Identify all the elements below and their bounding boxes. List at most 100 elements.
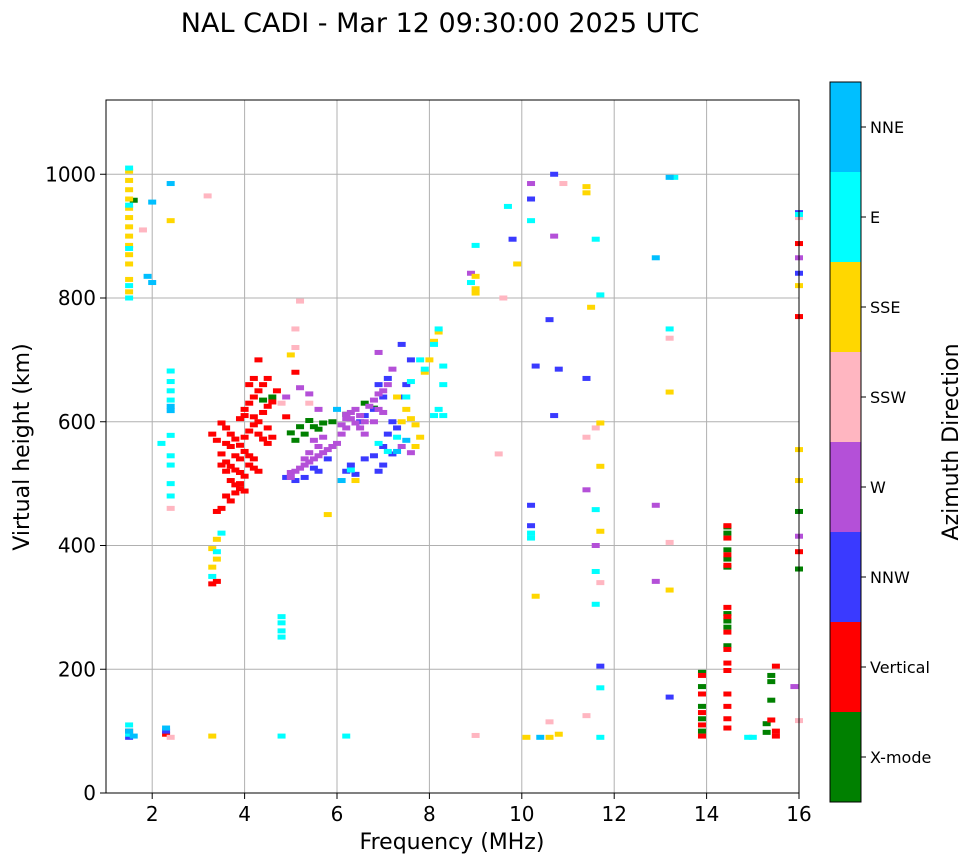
data-point: [314, 426, 323, 432]
data-point: [319, 434, 328, 440]
data-point: [166, 408, 175, 414]
data-point: [406, 357, 415, 363]
data-point: [411, 422, 420, 428]
data-point: [402, 406, 411, 412]
data-point: [125, 295, 134, 301]
data-point: [217, 530, 226, 536]
data-point: [771, 728, 780, 734]
data-point: [559, 181, 568, 187]
data-point: [263, 403, 272, 409]
data-point: [259, 436, 268, 442]
data-point: [356, 419, 365, 425]
data-point: [439, 382, 448, 388]
data-point: [665, 694, 674, 700]
data-point: [162, 731, 171, 737]
data-point: [596, 685, 605, 691]
data-point: [527, 218, 536, 224]
data-point: [379, 462, 388, 468]
data-point: [166, 181, 175, 187]
y-axis-ticks: 0 200 400 600 800 1000: [45, 162, 106, 805]
data-point: [300, 474, 309, 480]
data-point: [286, 352, 295, 358]
x-tick-label: 10: [509, 802, 534, 826]
data-point: [231, 467, 240, 473]
data-point: [503, 203, 512, 209]
data-point: [723, 624, 732, 630]
data-point: [226, 463, 235, 469]
data-point: [723, 552, 732, 558]
data-point: [767, 697, 776, 703]
data-point: [143, 273, 152, 279]
y-tick-label: 1000: [45, 162, 96, 186]
data-point: [379, 409, 388, 415]
data-point: [591, 425, 600, 431]
data-point: [665, 174, 674, 180]
data-point: [554, 731, 563, 737]
data-point: [337, 431, 346, 437]
data-point: [416, 434, 425, 440]
data-point: [162, 728, 171, 734]
data-point: [166, 734, 175, 740]
data-point: [235, 442, 244, 448]
x-tick-label: 12: [601, 802, 626, 826]
data-point: [282, 414, 291, 420]
data-point: [748, 734, 757, 740]
data-point: [222, 459, 231, 465]
data-point: [208, 733, 217, 739]
data-point: [208, 546, 217, 552]
data-point: [383, 382, 392, 388]
data-point: [217, 505, 226, 511]
data-point: [314, 406, 323, 412]
data-point: [369, 397, 378, 403]
data-point: [323, 456, 332, 462]
data-point: [767, 717, 776, 723]
data-point: [697, 703, 706, 709]
colorbar-segment: [830, 352, 861, 442]
data-point: [527, 181, 536, 187]
x-tick-label: 6: [331, 802, 344, 826]
colorbar: X-mode Vertical NNW W SSW SSE E NNE: [829, 81, 931, 803]
data-point: [346, 462, 355, 468]
data-point: [406, 379, 415, 385]
data-point: [393, 434, 402, 440]
data-point: [697, 672, 706, 678]
data-point: [723, 629, 732, 635]
data-point: [249, 422, 258, 428]
data-point: [665, 326, 674, 332]
plot-frame: [105, 99, 800, 794]
data-point: [125, 261, 134, 267]
data-point: [513, 261, 522, 267]
data-point: [259, 397, 268, 403]
data-point: [379, 394, 388, 400]
data-point: [369, 453, 378, 459]
data-point: [351, 406, 360, 412]
data-point: [282, 394, 291, 400]
data-point: [125, 224, 134, 230]
data-point: [323, 447, 332, 453]
data-point: [420, 369, 429, 375]
data-point: [129, 197, 138, 203]
data-point: [268, 399, 277, 405]
data-point: [379, 388, 388, 394]
data-point: [665, 335, 674, 341]
data-point: [651, 502, 660, 508]
data-point: [596, 580, 605, 586]
data-point: [328, 444, 337, 449]
data-point: [125, 215, 134, 221]
chart-title: NAL CADI - Mar 12 09:30:00 2025 UTC: [181, 8, 699, 39]
data-point: [166, 368, 175, 374]
data-point: [596, 663, 605, 669]
data-point: [291, 468, 300, 474]
data-point: [522, 734, 531, 740]
colorbar-tick-label: W: [870, 478, 886, 497]
data-point: [291, 369, 300, 375]
data-point: [723, 614, 732, 620]
data-point: [591, 568, 600, 574]
data-point: [309, 456, 318, 462]
data-point: [286, 469, 295, 475]
data-point: [374, 349, 383, 355]
data-point: [125, 165, 134, 171]
data-point: [166, 481, 175, 487]
data-point: [369, 406, 378, 412]
data-point: [309, 437, 318, 443]
